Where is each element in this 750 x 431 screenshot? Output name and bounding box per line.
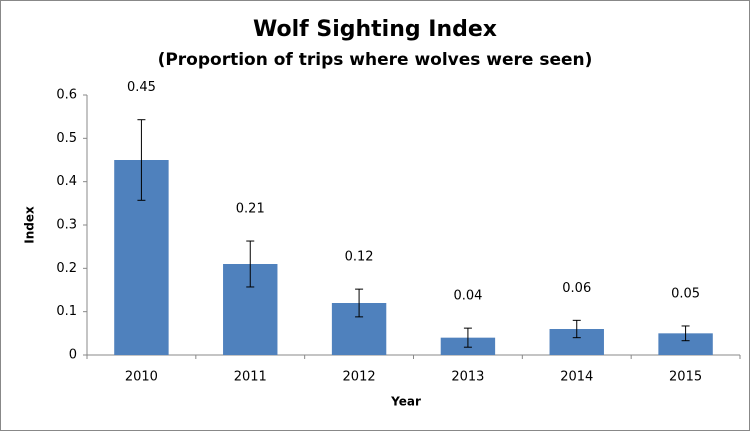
error-bar [246,240,255,288]
error-bar [355,288,364,318]
x-tick-label: 2015 [669,370,702,385]
error-bar [463,327,472,348]
y-tick-label: 0.1 [56,304,77,319]
x-tick-label: 2012 [343,370,376,385]
error-bar [681,325,690,342]
chart-subtitle: (Proportion of trips where wolves were s… [158,50,593,70]
data-label: 0.45 [127,80,156,95]
y-tick-label: 0.5 [56,131,77,146]
x-tick-label: 2011 [234,370,267,385]
error-bar [137,119,146,201]
data-label: 0.04 [453,289,482,304]
bar [658,333,713,355]
data-label: 0.21 [236,202,265,217]
y-tick-label: 0.6 [56,88,77,103]
y-axis-title: Index [23,206,37,244]
data-label: 0.05 [671,286,700,301]
data-label: 0.12 [345,250,374,265]
y-tick-label: 0.3 [56,218,77,233]
y-tick-label: 0 [69,348,77,363]
y-tick-label: 0.2 [56,261,77,276]
error-bar [572,319,581,339]
data-label: 0.06 [562,281,591,296]
chart-title: Wolf Sighting Index [253,17,497,42]
x-axis-title: Year [390,395,421,409]
x-tick-label: 2010 [125,370,158,385]
y-tick-label: 0.4 [56,174,77,189]
x-tick-label: 2014 [560,370,593,385]
x-tick-label: 2013 [451,370,484,385]
